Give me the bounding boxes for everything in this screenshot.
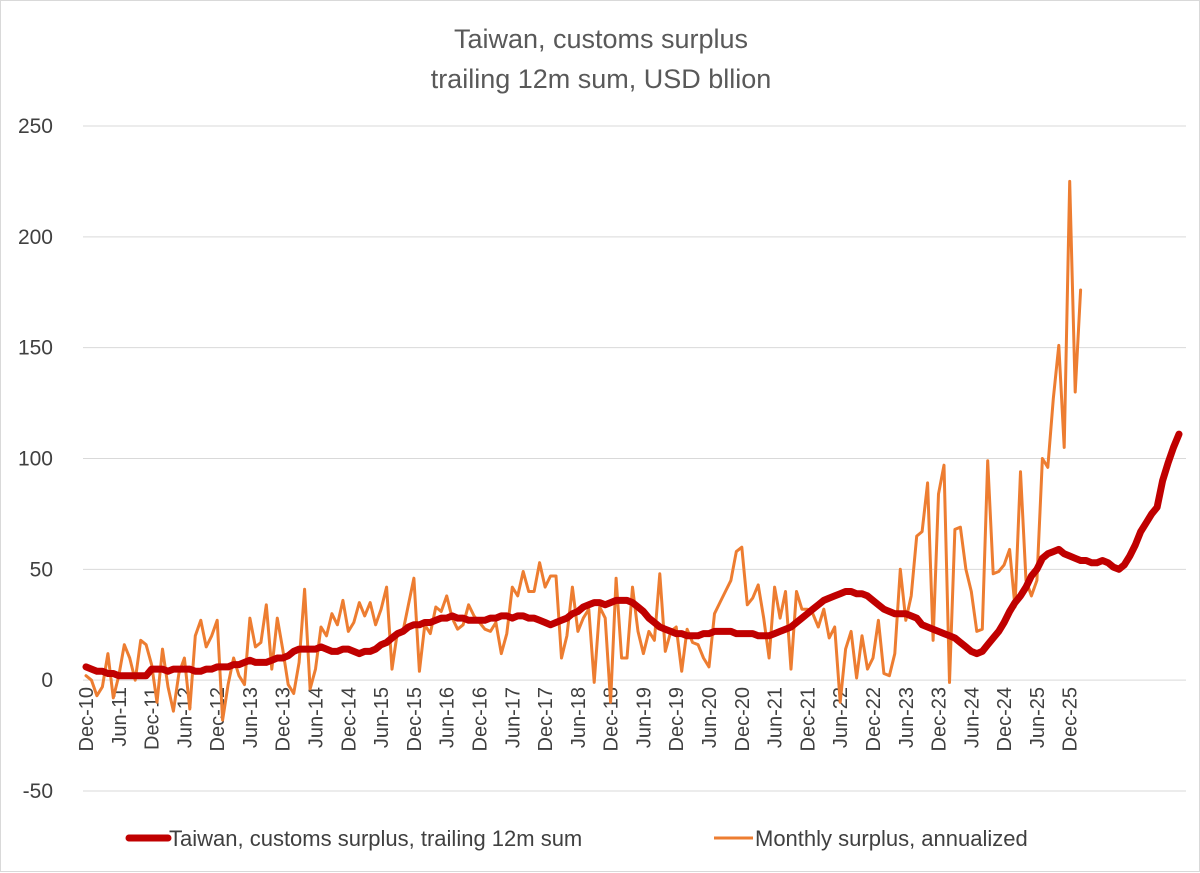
- y-tick-label: 100: [18, 448, 53, 471]
- legend: Taiwan, customs surplus, trailing 12m su…: [125, 826, 1028, 851]
- x-tick-label: Dec-10: [76, 687, 98, 751]
- series-line-monthly-annualized: [84, 179, 1083, 722]
- series-line-trailing-sum: [82, 430, 1183, 680]
- x-tick-label: Dec-15: [404, 687, 426, 751]
- y-tick-label: 50: [30, 558, 53, 581]
- y-axis-tick-labels: 250 200 150 100 50 0 -50: [18, 115, 53, 803]
- x-tick-label: Jun-23: [896, 687, 918, 748]
- legend-label-monthly: Monthly surplus, annualized: [755, 826, 1028, 851]
- x-tick-label: Dec-21: [797, 687, 819, 751]
- x-tick-label: Jun-12: [174, 687, 196, 748]
- x-tick-label: Jun-14: [306, 687, 328, 748]
- x-tick-label: Dec-18: [601, 687, 623, 751]
- series-lines: [82, 179, 1183, 722]
- legend-label-trailing-sum: Taiwan, customs surplus, trailing 12m su…: [169, 826, 582, 851]
- x-tick-label: Dec-12: [207, 687, 229, 751]
- chart-subtitle: trailing 12m sum, USD bllion: [431, 64, 772, 94]
- x-tick-label: Dec-23: [929, 687, 951, 751]
- x-tick-label: Jun-15: [371, 687, 393, 748]
- y-tick-label: 0: [41, 669, 53, 692]
- x-tick-label: Jun-20: [699, 687, 721, 748]
- gridlines: [83, 125, 1186, 792]
- x-tick-label: Jun-16: [437, 687, 459, 748]
- x-tick-label: Dec-14: [338, 687, 360, 751]
- x-tick-label: Dec-24: [994, 687, 1016, 751]
- x-tick-label: Jun-11: [109, 687, 131, 747]
- x-tick-label: Dec-19: [666, 687, 688, 751]
- x-tick-label: Jun-18: [568, 687, 590, 748]
- x-tick-label: Jun-22: [830, 687, 852, 748]
- y-tick-label: 200: [18, 226, 53, 249]
- x-tick-label: Dec-25: [1060, 687, 1082, 751]
- x-tick-label: Jun-25: [1027, 687, 1049, 748]
- x-tick-label: Jun-24: [961, 687, 983, 748]
- x-tick-label: Dec-20: [732, 687, 754, 751]
- x-tick-label: Jun-21: [765, 687, 787, 748]
- x-tick-label: Dec-13: [273, 687, 295, 751]
- y-tick-label: 150: [18, 337, 53, 360]
- x-tick-label: Dec-17: [535, 687, 557, 751]
- x-tick-label: Dec-11: [142, 687, 164, 750]
- x-tick-label: Jun-13: [240, 687, 262, 748]
- x-tick-label: Dec-22: [863, 687, 885, 751]
- x-tick-label: Dec-16: [469, 687, 491, 751]
- chart-title: Taiwan, customs surplus: [454, 24, 748, 54]
- y-tick-label: -50: [23, 780, 53, 803]
- x-tick-label: Jun-19: [633, 687, 655, 748]
- x-tick-label: Jun-17: [502, 687, 524, 748]
- y-tick-label: 250: [18, 115, 53, 138]
